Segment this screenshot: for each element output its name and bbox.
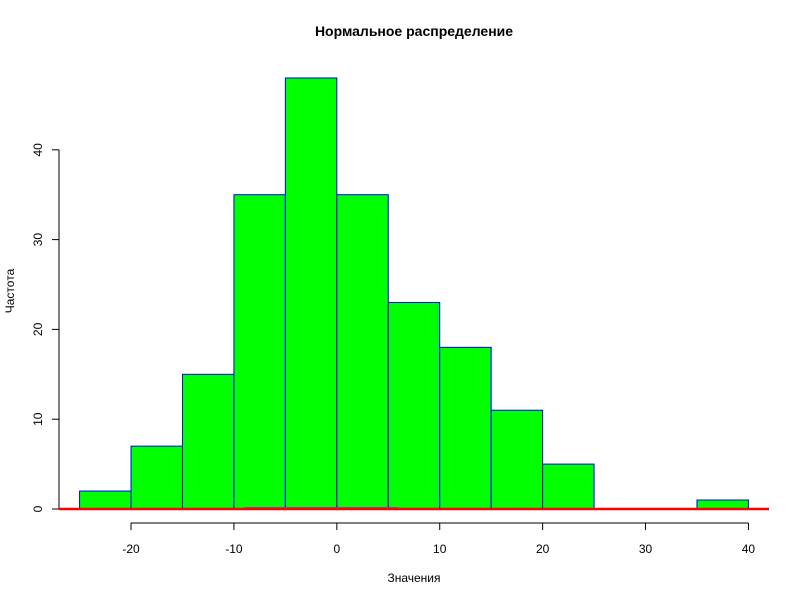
x-axis-label: Значения xyxy=(387,571,440,585)
y-axis-label: Частота xyxy=(3,268,17,313)
chart-title: Нормальное распределение xyxy=(315,23,513,39)
histogram-bar-6 xyxy=(387,301,441,510)
histogram-bar-8 xyxy=(490,409,544,510)
histogram-bar-12 xyxy=(696,499,749,510)
x-tick-label: 20 xyxy=(536,542,550,556)
y-tick-label: 10 xyxy=(31,412,45,426)
x-tick-label: 30 xyxy=(639,542,653,556)
histogram-bar-3 xyxy=(233,194,286,510)
x-tick-label: -20 xyxy=(122,542,140,556)
histogram-bar-7 xyxy=(439,346,492,510)
bars-group xyxy=(79,77,749,510)
y-tick-label: 30 xyxy=(31,233,45,247)
y-tick-label: 0 xyxy=(31,505,45,512)
x-tick-label: 0 xyxy=(333,542,340,556)
x-axis: -20 -10 0 10 20 30 40 xyxy=(122,522,756,556)
y-tick-label: 20 xyxy=(31,322,45,336)
histogram-bar-9 xyxy=(542,463,595,510)
y-axis: 0 10 20 30 40 xyxy=(31,143,60,512)
histogram-bar-2 xyxy=(181,373,235,510)
x-tick-label: -10 xyxy=(225,542,243,556)
histogram-bar-5 xyxy=(336,194,389,510)
histogram-bar-0 xyxy=(79,490,132,510)
histogram-bar-1 xyxy=(130,445,183,510)
histogram-bar-4 xyxy=(284,77,338,510)
overlays-group xyxy=(59,507,769,511)
x-tick-label: 10 xyxy=(433,542,447,556)
y-tick-label: 40 xyxy=(31,143,45,157)
x-tick-label: 40 xyxy=(742,542,756,556)
